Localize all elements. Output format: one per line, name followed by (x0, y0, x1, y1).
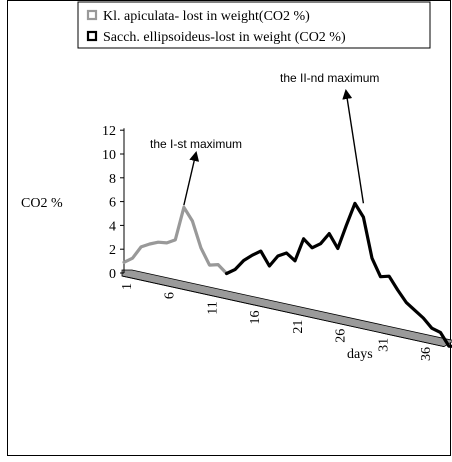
y-axis-label: CO2 % (21, 196, 63, 211)
y-axis: 0 2 4 6 8 10 12 (102, 124, 125, 282)
series-group (122, 201, 452, 348)
y-tick-label: 6 (109, 196, 116, 211)
annotation-first-max: the I-st maximum (150, 137, 242, 151)
x-tick-label: 11 (205, 301, 220, 314)
y-tick-label: 4 (109, 219, 116, 234)
x-tick-label: 36 (419, 347, 434, 361)
chart-frame: Kl. apiculata- lost in weight(CO2 %) Sac… (7, 0, 452, 456)
annotation-arrow-second (342, 89, 365, 204)
y-tick-label: 8 (109, 172, 116, 187)
legend: Kl. apiculata- lost in weight(CO2 %) Sac… (77, 1, 431, 49)
y-tick-label: 2 (109, 243, 116, 258)
x-tick-label: 16 (248, 310, 263, 324)
legend-label-ellipsoideus: Sacch. ellipsoideus-lost in weight (CO2 … (103, 30, 346, 45)
annotations: the I-st maximum the II-nd maximum (150, 71, 379, 206)
y-tick-label: 0 (109, 267, 116, 282)
annotation-second-max: the II-nd maximum (280, 71, 379, 85)
x-tick-label: 21 (291, 320, 306, 334)
x-tick-label: 1 (120, 283, 135, 290)
legend-label-apiculata: Kl. apiculata- lost in weight(CO2 %) (103, 9, 310, 24)
y-tick-label: 12 (102, 124, 116, 139)
floor-edge (121, 275, 445, 348)
x-tick-label: 26 (334, 329, 349, 343)
line-chart: Kl. apiculata- lost in weight(CO2 %) Sac… (21, 1, 452, 362)
legend-swatch-ellipsoideus (86, 30, 98, 42)
series-line-ellipsoideus (225, 201, 452, 348)
floor-shelf (121, 269, 452, 348)
x-tick-label: 6 (163, 292, 178, 299)
y-tick-label: 10 (102, 148, 116, 163)
annotation-arrow-first (183, 151, 200, 206)
series-line-apiculata (122, 205, 229, 276)
x-axis-label: days (347, 347, 373, 362)
axis-floor (121, 269, 452, 348)
x-tick-label: 31 (376, 338, 391, 352)
legend-swatch-apiculata (86, 9, 98, 21)
legend-box (77, 1, 431, 49)
